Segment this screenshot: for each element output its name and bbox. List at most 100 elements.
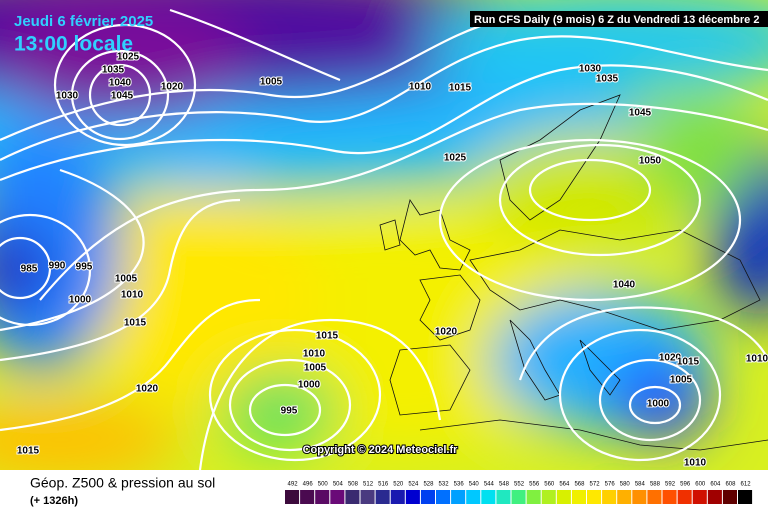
isobar-label: 1015 (677, 357, 700, 368)
scale-swatch (707, 490, 722, 504)
scale-label: 556 (529, 482, 540, 488)
scale-swatch (541, 490, 556, 504)
scale-swatch (390, 490, 405, 504)
run-info: Run CFS Daily (9 mois) 6 Z du Vendredi 1… (474, 14, 759, 26)
isobar-label: 985 (21, 264, 38, 275)
scale-label: 504 (333, 482, 344, 488)
scale-swatch (405, 490, 420, 504)
scale-swatch (602, 490, 617, 504)
scale-swatch (330, 490, 345, 504)
scale-swatch (738, 490, 753, 504)
isobar-label: 1015 (17, 446, 40, 457)
scale-label: 544 (484, 482, 495, 488)
scale-label: 500 (318, 482, 329, 488)
scale-swatch (315, 490, 330, 504)
scale-label: 528 (423, 482, 434, 488)
scale-swatch (360, 490, 375, 504)
scale-swatch (662, 490, 677, 504)
isobar-label: 1010 (746, 354, 768, 365)
isobar-label: 1010 (303, 349, 326, 360)
isobar-label: 1050 (639, 156, 662, 167)
scale-swatch (466, 490, 481, 504)
scale-label: 560 (544, 482, 555, 488)
isobar-label: 1040 (109, 78, 132, 89)
isobar-label: 1000 (298, 380, 321, 391)
isobar-label: 1035 (102, 65, 125, 76)
scale-label: 540 (469, 482, 480, 488)
isobar-labels: 1025 1035 1040 1045 1030 1020 1005 1010 1015 1030… (16, 51, 768, 470)
scale-swatch (511, 490, 526, 504)
isobar-label: 1015 (449, 83, 472, 94)
isobar-label: 1025 (444, 153, 467, 164)
lead-time: (+ 1326h) (30, 495, 78, 507)
isobar-label: 1045 (111, 91, 134, 102)
scale-swatch (300, 490, 315, 504)
isobar-label: 1045 (629, 108, 652, 119)
scale-label: 568 (574, 482, 585, 488)
isobar-label: 1000 (647, 399, 670, 410)
scale-swatch (451, 490, 466, 504)
scale-swatch (556, 490, 571, 504)
scale-label: 576 (605, 482, 616, 488)
forecast-time: 13:00 locale (14, 33, 133, 56)
scale-swatch (617, 490, 632, 504)
isobar-label: 995 (281, 406, 298, 417)
isobar-label: 1005 (670, 375, 693, 386)
scale-label: 496 (303, 482, 314, 488)
scale-swatch (345, 490, 360, 504)
scale-swatch (571, 490, 586, 504)
isobar-label: 995 (76, 262, 93, 273)
scale-label: 612 (741, 482, 752, 488)
isobar-label: 1015 (124, 318, 147, 329)
isobar-label: 1000 (69, 295, 92, 306)
scale-swatch (481, 490, 496, 504)
isobar-label: 1020 (136, 384, 159, 395)
scale-label: 596 (680, 482, 691, 488)
isobar-label: 1005 (304, 363, 327, 374)
scale-label: 608 (725, 482, 736, 488)
scale-label: 520 (393, 482, 404, 488)
isobar-label: 1020 (161, 82, 184, 93)
scale-label: 532 (439, 482, 450, 488)
scale-swatch (285, 490, 300, 504)
scale-swatch (677, 490, 692, 504)
scale-swatch (587, 490, 602, 504)
scale-swatch (436, 490, 451, 504)
scale-label: 580 (620, 482, 631, 488)
run-banner (470, 11, 768, 27)
scale-label: 516 (378, 482, 389, 488)
isobar-label: 1035 (596, 74, 619, 85)
map-field: 1025 1035 1040 1045 1030 1020 1005 1010 1015 1030… (0, 0, 768, 470)
scale-label: 548 (499, 482, 510, 488)
product-title: Géop. Z500 & pression au sol (30, 475, 215, 491)
scale-label: 512 (363, 482, 374, 488)
scale-swatch (420, 490, 435, 504)
scale-label: 584 (635, 482, 646, 488)
isobar-label: 1040 (613, 280, 636, 291)
scale-swatch (375, 490, 390, 504)
scale-label: 508 (348, 482, 359, 488)
isobars (0, 8, 768, 470)
isobar-label: 1030 (579, 64, 602, 75)
color-scale: 492 496 500 504 508 512 516 520 524 528 532 536 540 5… (285, 482, 753, 504)
scale-label: 524 (408, 482, 419, 488)
scale-swatch (647, 490, 662, 504)
forecast-date: Jeudi 6 février 2025 (14, 13, 153, 30)
scale-label: 592 (665, 482, 676, 488)
isobar-label: 1005 (115, 274, 138, 285)
copyright: Copyright © 2024 Meteociel.fr (303, 444, 459, 456)
scale-swatch (692, 490, 707, 504)
scale-swatch (632, 490, 647, 504)
scale-label: 492 (288, 482, 299, 488)
isobar-label: 1010 (684, 458, 707, 469)
scale-swatch (496, 490, 511, 504)
isobar-label: 1020 (435, 327, 458, 338)
isobar-label: 1005 (260, 77, 283, 88)
isobar-label: 990 (49, 261, 66, 272)
scale-label: 588 (650, 482, 661, 488)
scale-label: 536 (454, 482, 465, 488)
isobar-label: 1020 (659, 353, 682, 364)
isobar-label: 1010 (121, 290, 144, 301)
